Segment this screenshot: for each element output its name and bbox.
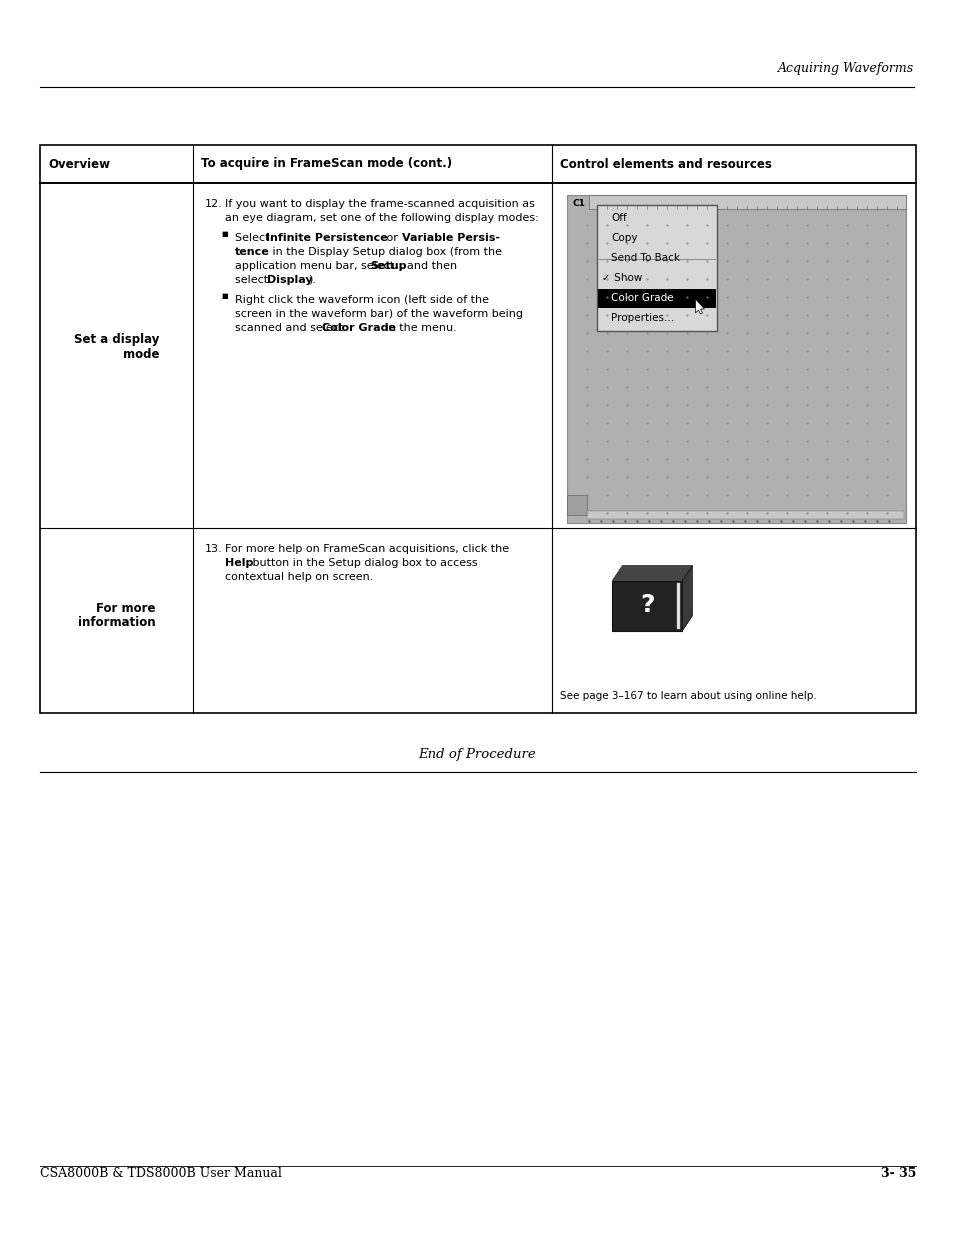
- Text: For more help on FrameScan acquisitions, click the: For more help on FrameScan acquisitions,…: [225, 543, 509, 555]
- Bar: [598, 289, 716, 308]
- Text: CSA8000B & TDS8000B User Manual: CSA8000B & TDS8000B User Manual: [40, 1167, 281, 1179]
- Text: Infinite Persistence: Infinite Persistence: [266, 233, 388, 243]
- Text: button in the Setup dialog box to access: button in the Setup dialog box to access: [249, 558, 477, 568]
- Text: Properties...: Properties...: [611, 312, 674, 324]
- Text: 13.: 13.: [205, 543, 223, 555]
- Text: Acquiring Waveforms: Acquiring Waveforms: [777, 62, 913, 75]
- Text: C1: C1: [572, 199, 585, 207]
- Text: in the menu.: in the menu.: [382, 324, 456, 333]
- Text: or: or: [383, 233, 401, 243]
- Text: 3- 35: 3- 35: [880, 1167, 915, 1179]
- Text: in the Display Setup dialog box (from the: in the Display Setup dialog box (from th…: [269, 247, 502, 257]
- Text: screen in the waveform bar) of the waveform being: screen in the waveform bar) of the wavef…: [235, 309, 523, 319]
- Text: End of Procedure: End of Procedure: [417, 748, 536, 761]
- Polygon shape: [612, 566, 692, 580]
- Bar: [567, 495, 587, 515]
- Text: 12.: 12.: [205, 199, 223, 209]
- Text: Show: Show: [611, 273, 642, 283]
- Text: Display: Display: [267, 275, 313, 285]
- Text: If you want to display the frame-scanned acquisition as: If you want to display the frame-scanned…: [225, 199, 535, 209]
- Text: Setup: Setup: [370, 261, 406, 270]
- Text: Select: Select: [235, 233, 273, 243]
- Text: See page 3–167 to learn about using online help.: See page 3–167 to learn about using onli…: [559, 692, 817, 701]
- Text: tence: tence: [235, 247, 270, 257]
- Text: ■: ■: [221, 231, 228, 237]
- Text: Set a display
mode: Set a display mode: [74, 333, 159, 362]
- Text: Copy: Copy: [611, 233, 638, 243]
- Bar: [567, 195, 905, 522]
- Polygon shape: [677, 583, 679, 629]
- Text: Send To Back: Send To Back: [611, 253, 679, 263]
- Text: To acquire in FrameScan mode (cont.): To acquire in FrameScan mode (cont.): [201, 158, 452, 170]
- Text: application menu bar, select: application menu bar, select: [235, 261, 397, 270]
- Text: Control elements and resources: Control elements and resources: [559, 158, 772, 170]
- Text: ).: ).: [308, 275, 316, 285]
- Bar: [40, 144, 915, 713]
- Text: Color Grade: Color Grade: [611, 293, 674, 303]
- Text: Variable Persis-: Variable Persis-: [402, 233, 499, 243]
- Text: ?: ?: [639, 594, 654, 618]
- Polygon shape: [612, 580, 681, 631]
- Bar: [597, 205, 717, 331]
- Polygon shape: [681, 566, 692, 631]
- Text: , and then: , and then: [400, 261, 456, 270]
- Text: ■: ■: [221, 293, 228, 299]
- Text: scanned and select: scanned and select: [235, 324, 347, 333]
- Text: Help: Help: [225, 558, 253, 568]
- Text: Right click the waveform icon (left side of the: Right click the waveform icon (left side…: [235, 295, 489, 305]
- Text: ✓: ✓: [600, 273, 609, 283]
- Text: an eye diagram, set one of the following display modes:: an eye diagram, set one of the following…: [225, 212, 538, 224]
- Text: Overview: Overview: [48, 158, 110, 170]
- Polygon shape: [695, 299, 703, 314]
- Text: Color Grade: Color Grade: [322, 324, 395, 333]
- Polygon shape: [612, 615, 692, 631]
- Text: For more
information: For more information: [78, 601, 155, 630]
- Bar: [587, 511, 903, 519]
- Text: select: select: [235, 275, 272, 285]
- Bar: [589, 195, 905, 209]
- Text: Off: Off: [611, 212, 626, 224]
- Text: contextual help on screen.: contextual help on screen.: [225, 572, 374, 582]
